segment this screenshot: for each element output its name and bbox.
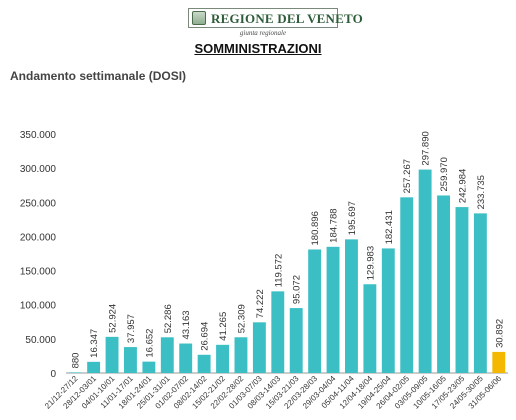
bar-value-label: 184.788 — [329, 208, 340, 242]
y-tick-label: 350.000 — [20, 130, 57, 141]
bar-value-label: 257.267 — [402, 159, 413, 193]
bar — [197, 354, 211, 373]
bar-value-label: 182.431 — [384, 210, 395, 244]
bar — [473, 213, 487, 373]
bar — [308, 249, 322, 373]
page-title: SOMMINISTRAZIONI — [194, 41, 322, 56]
bar — [400, 197, 414, 373]
bar — [179, 343, 193, 373]
y-tick-label: 250.000 — [20, 198, 57, 209]
bar — [492, 351, 506, 373]
bar-value-label: 180.896 — [310, 211, 321, 245]
bar — [252, 322, 266, 373]
bar — [105, 336, 119, 373]
bar-value-label: 37.957 — [126, 314, 137, 343]
bar — [289, 308, 303, 373]
bar-value-label: 30.892 — [494, 319, 505, 348]
bar-value-label: 195.697 — [347, 201, 358, 235]
y-tick-label: 200.000 — [20, 232, 57, 243]
bar-value-label: 52.309 — [236, 304, 247, 333]
bar — [363, 284, 377, 373]
bar-value-label: 95.072 — [292, 275, 303, 304]
bar — [418, 169, 432, 373]
bar — [234, 337, 248, 373]
bar — [160, 337, 174, 373]
bar-value-label: 233.735 — [476, 175, 487, 209]
bar-value-label: 74.222 — [255, 289, 266, 318]
logo-frame: REGIONE DEL VENETO — [188, 8, 363, 28]
bar — [381, 248, 395, 373]
bar-value-label: 242.984 — [457, 169, 468, 203]
y-tick-label: 0 — [50, 369, 56, 380]
bar — [87, 361, 101, 373]
bar-value-label: 41.265 — [218, 312, 229, 341]
logo-subtitle: giunta regionale — [239, 29, 287, 37]
bar — [437, 195, 450, 373]
bar-value-label: 16.652 — [144, 329, 155, 358]
y-tick-label: 100.000 — [20, 301, 57, 312]
bar-value-label: 52.286 — [163, 304, 174, 333]
bar-value-label: 259.970 — [439, 157, 450, 191]
bar-value-label: 119.572 — [273, 254, 284, 288]
regione-veneto-logo: REGIONE DEL VENETO giunta regionale — [188, 8, 363, 38]
logo-name: REGIONE DEL VENETO — [211, 11, 363, 26]
bar-value-label: 52.924 — [108, 304, 119, 333]
bar — [345, 239, 358, 373]
bar — [326, 246, 340, 373]
bar-value-label: 26.694 — [200, 322, 211, 351]
bar — [216, 344, 229, 373]
y-tick-label: 50.000 — [25, 335, 56, 346]
bar — [271, 291, 285, 373]
bar — [455, 207, 469, 373]
bar-value-label: 297.890 — [421, 131, 432, 165]
bar — [68, 372, 82, 373]
bar-value-label: 43.163 — [181, 310, 192, 339]
y-tick-label: 150.000 — [20, 267, 57, 278]
bar-value-label: 880 — [71, 353, 82, 369]
y-tick-label: 300.000 — [20, 164, 57, 175]
bar-value-label: 16.347 — [89, 329, 100, 358]
bar-value-label: 129.983 — [365, 246, 376, 280]
bar — [124, 347, 137, 373]
chart-title: Andamento settimanale (DOSI) — [10, 69, 187, 83]
bar — [142, 361, 156, 373]
crest-icon — [192, 11, 206, 25]
